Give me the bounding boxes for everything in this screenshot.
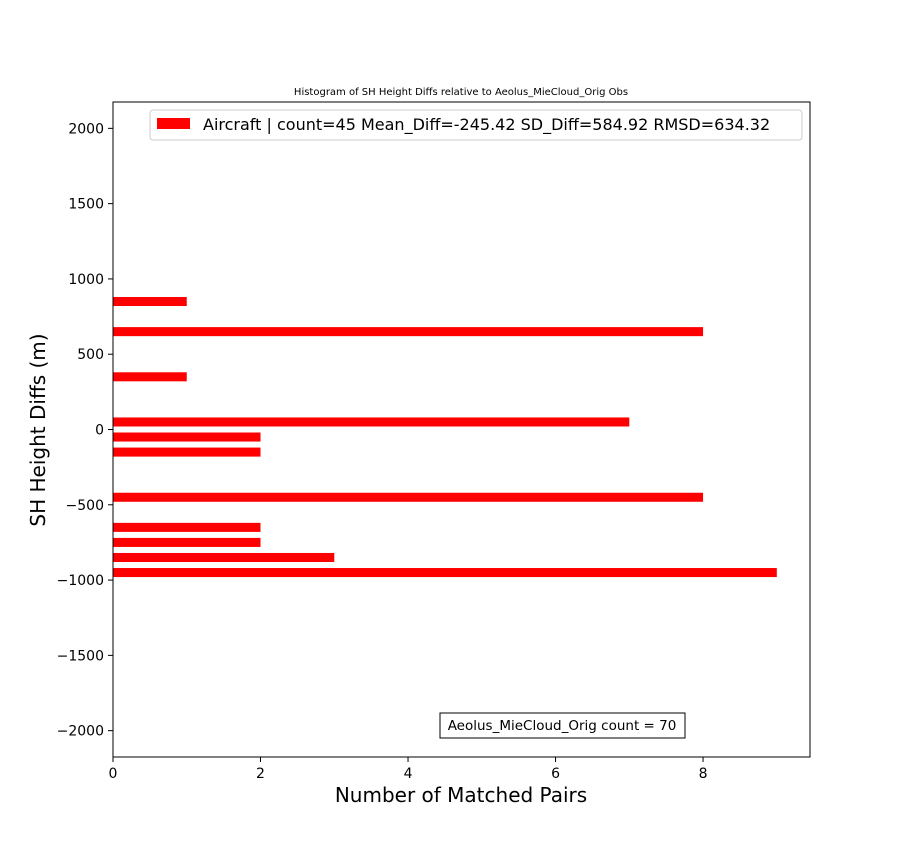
legend-box bbox=[149, 109, 803, 141]
y-tick-label: 500 bbox=[77, 347, 104, 363]
y-tick-label: −2000 bbox=[57, 724, 104, 740]
x-tick-label: 0 bbox=[109, 766, 118, 782]
histogram-bar bbox=[113, 296, 187, 307]
y-tick-label: 2000 bbox=[68, 121, 104, 137]
count-annotation: Aeolus_MieCloud_Orig count = 70 bbox=[439, 712, 686, 739]
bars-group bbox=[113, 296, 777, 578]
y-tick-label: −500 bbox=[66, 498, 104, 514]
y-axis-label: SH Height Diffs (m) bbox=[26, 333, 50, 526]
x-tick-label: 6 bbox=[551, 766, 560, 782]
histogram-bar bbox=[113, 327, 704, 337]
y-tick-label: 1000 bbox=[68, 272, 104, 288]
histogram-bar bbox=[113, 447, 261, 457]
histogram-bar bbox=[113, 552, 335, 563]
annotation-box bbox=[439, 712, 686, 739]
x-tick-label: 2 bbox=[256, 766, 265, 782]
legend-label: Aircraft | count=45 Mean_Diff=-245.42 SD… bbox=[203, 115, 770, 135]
histogram-bar bbox=[113, 568, 777, 578]
x-axis-label: Number of Matched Pairs bbox=[335, 783, 587, 807]
annotation-text: Aeolus_MieCloud_Orig count = 70 bbox=[448, 718, 677, 734]
legend-swatch bbox=[157, 118, 190, 129]
chart-title: Histogram of SH Height Diffs relative to… bbox=[294, 87, 628, 98]
x-axis-ticks: 0 2 4 6 8 bbox=[109, 757, 708, 782]
x-tick-label: 4 bbox=[404, 766, 413, 782]
histogram-bar bbox=[113, 432, 261, 442]
y-tick-label: 1500 bbox=[68, 197, 104, 213]
y-tick-label: −1000 bbox=[57, 573, 104, 589]
y-axis-ticks: −2000 −1500 −1000 −500 0 500 1000 1500 2000 bbox=[57, 121, 113, 740]
plot-frame bbox=[112, 101, 811, 758]
histogram-bar bbox=[113, 522, 261, 532]
legend: Aircraft | count=45 Mean_Diff=-245.42 SD… bbox=[149, 109, 803, 141]
y-tick-label: 0 bbox=[95, 423, 104, 439]
x-tick-label: 8 bbox=[699, 766, 708, 782]
histogram-bar bbox=[113, 537, 261, 547]
histogram-bar bbox=[113, 492, 704, 502]
histogram-bar bbox=[113, 417, 630, 427]
histogram-bar bbox=[113, 372, 187, 382]
y-tick-label: −1500 bbox=[57, 648, 104, 664]
